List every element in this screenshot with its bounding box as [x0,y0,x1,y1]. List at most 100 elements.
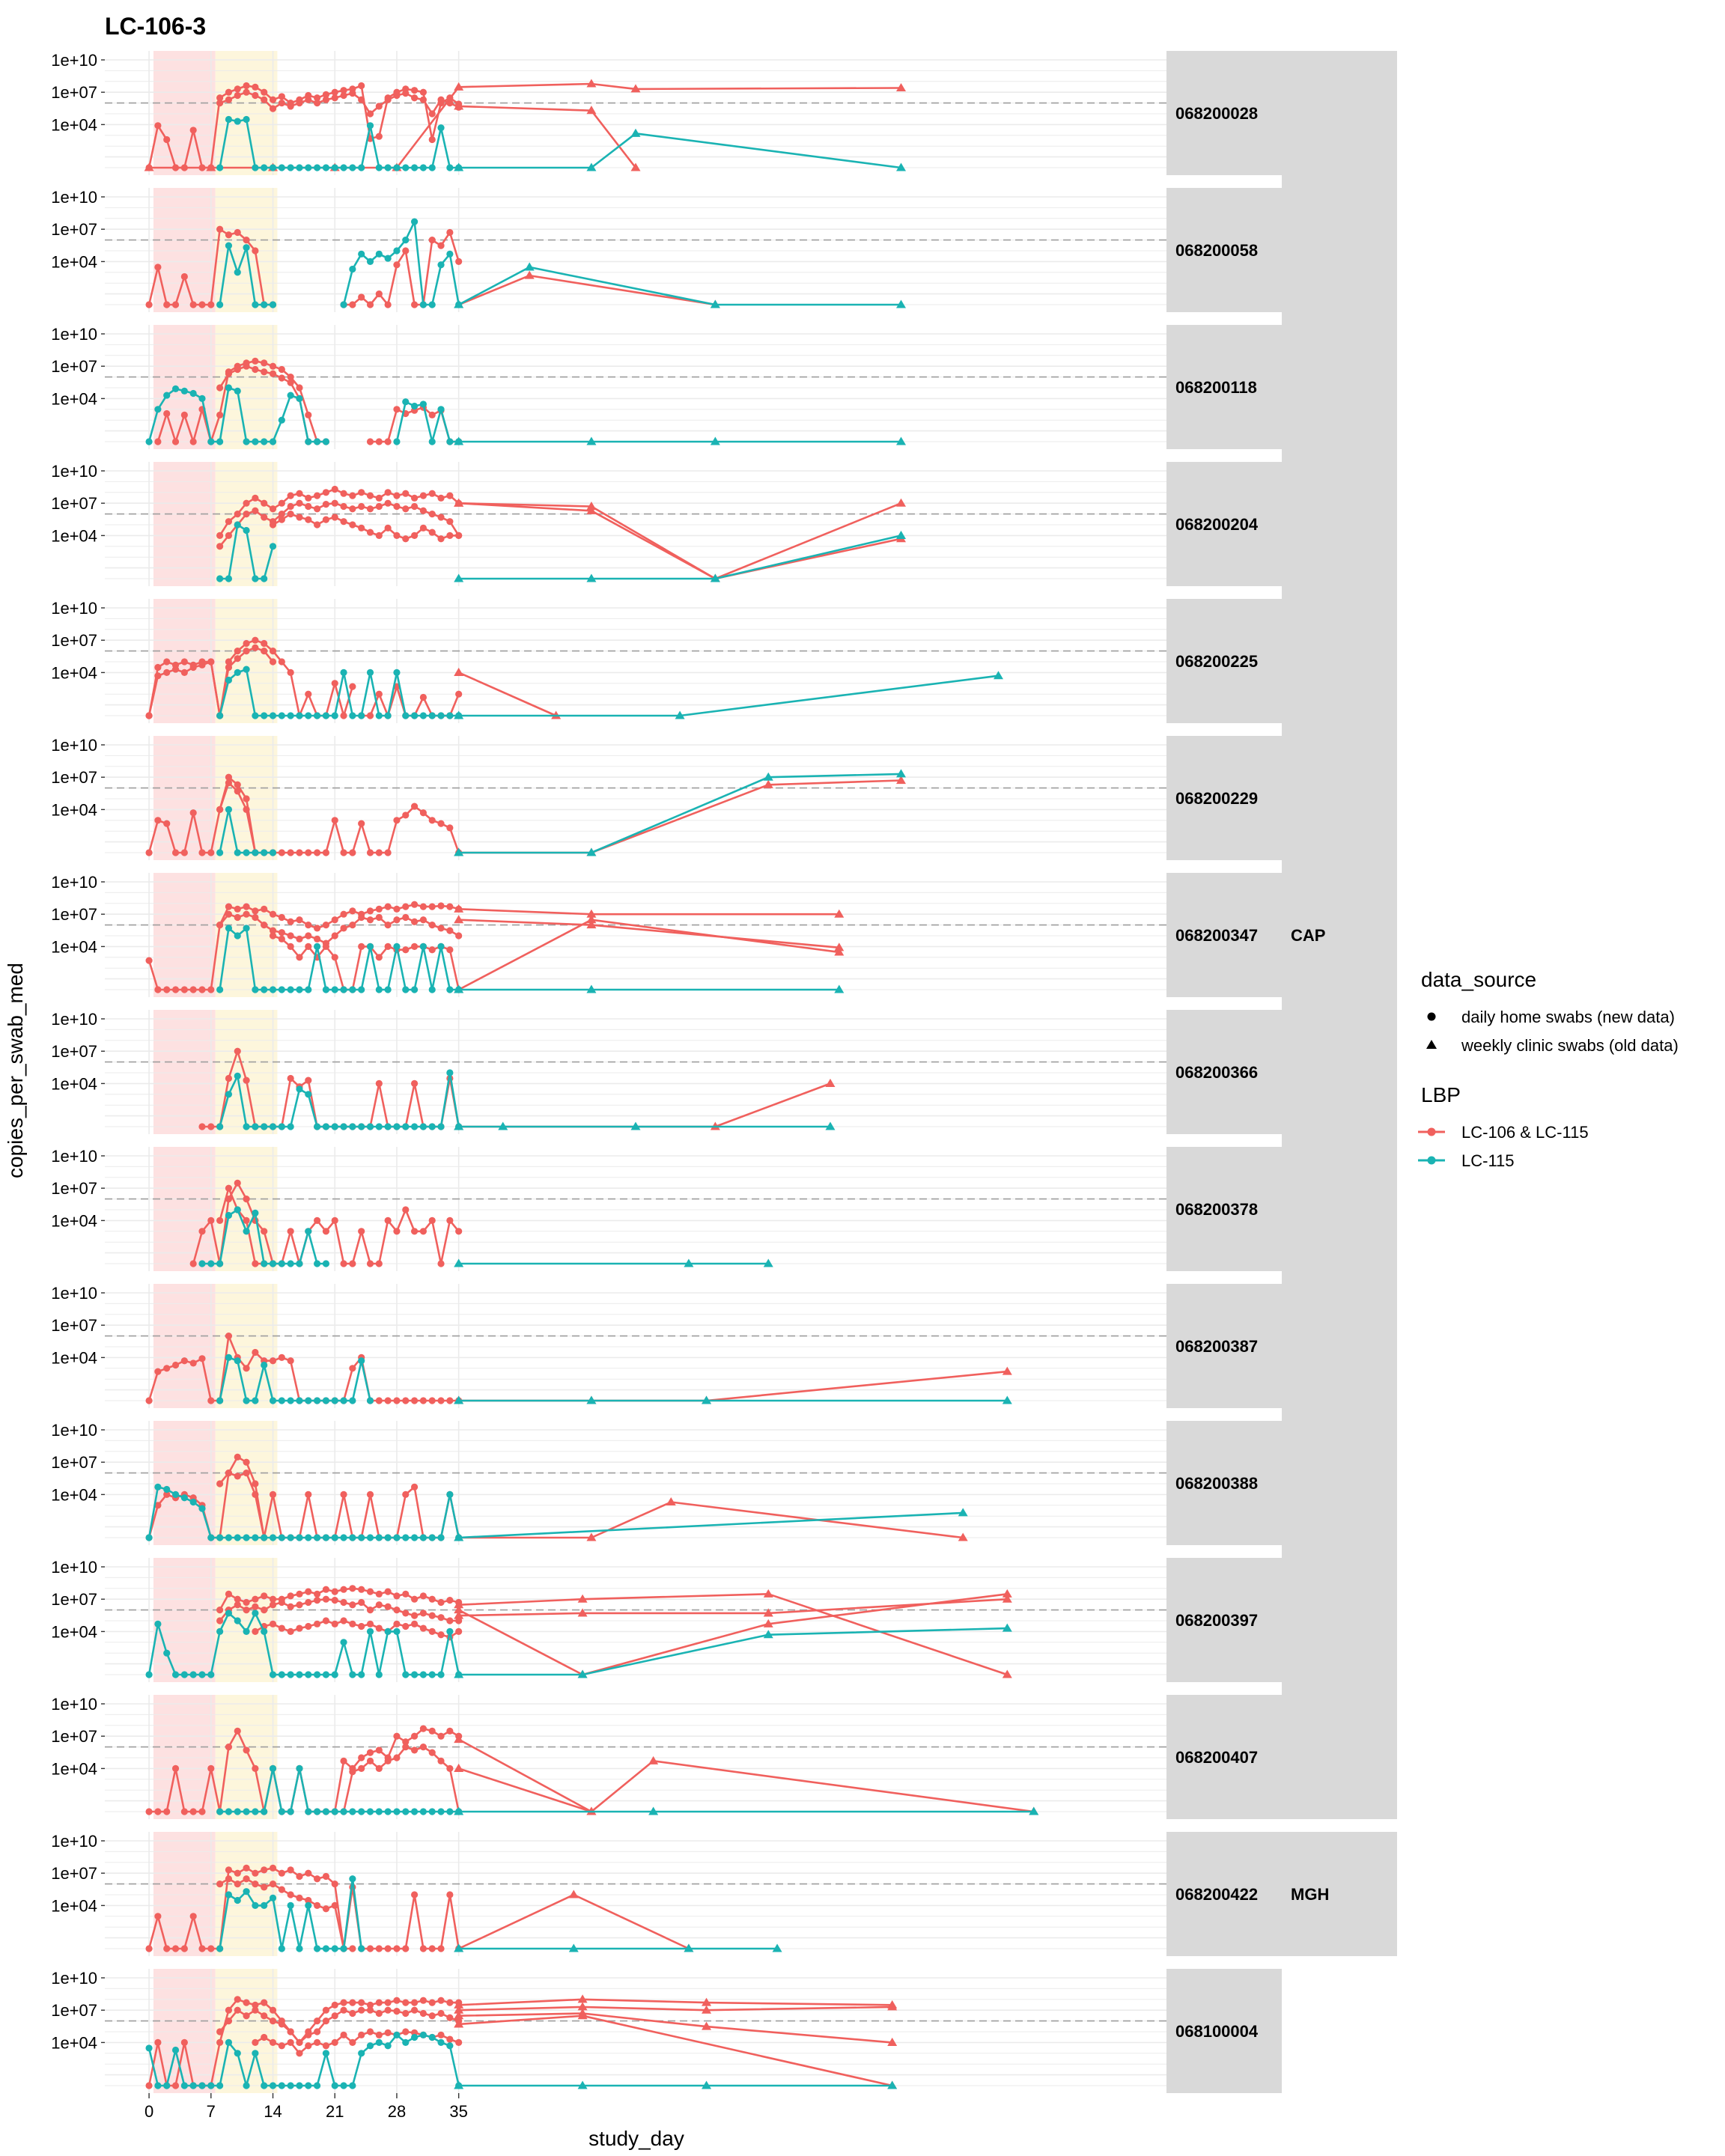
data-point [296,1624,303,1632]
data-point-triangle [1002,1395,1012,1404]
data-point [314,943,321,950]
data-point [331,2001,338,2009]
data-point [437,1123,445,1130]
data-point [225,2038,233,2046]
data-point [278,1353,285,1361]
data-point [446,903,454,910]
data-point [278,164,285,171]
series-line [458,2006,892,2012]
legend-circle-key [1427,1012,1436,1021]
data-point [322,2050,330,2057]
data-point [243,115,250,124]
data-point [225,1470,233,1477]
data-point [314,849,321,856]
data-point [314,100,321,107]
data-point [207,1123,215,1130]
data-point [198,661,206,669]
data-point [261,712,268,719]
data-point [437,2031,445,2038]
data-point [410,918,419,925]
data-point [296,849,303,856]
data-point [225,773,233,781]
data-point [446,1627,454,1635]
data-point [216,1627,224,1635]
data-point-triangle [454,299,464,308]
y-tick-label: 1e+07 [51,1179,97,1198]
data-point [252,365,259,374]
data-point [225,1091,233,1098]
data-point [234,228,241,237]
data-point [296,1764,303,1772]
data-point [252,494,259,502]
data-point-triangle [577,2002,588,2011]
series-line [219,502,460,547]
data-point [243,648,250,655]
x-tick-label: 0 [144,2102,153,2121]
data-point [375,290,383,298]
data-point [163,820,171,827]
data-point [305,1896,312,1904]
y-tick-label: 1e+07 [51,631,97,650]
data-point [261,88,268,96]
data-point [358,1622,365,1630]
data-point [314,521,321,529]
data-point [216,922,224,929]
data-point [234,118,241,125]
data-point-triangle [454,667,464,676]
data-point [366,1620,374,1627]
data-point [278,1534,285,1541]
data-point [180,2038,188,2046]
legend: data_source LBP daily home swabs (new da… [1418,968,1679,1170]
x-tick-label: 21 [326,2102,344,2121]
data-point [305,2042,312,2050]
data-point [145,438,153,445]
y-tick-label: 1e+07 [51,357,97,376]
data-point-triangle [702,1997,712,2006]
data-point [189,389,197,398]
data-point [278,1671,285,1678]
facet-strip-label: 068200225 [1175,652,1258,671]
data-point [278,1123,285,1130]
y-tick-label: 1e+10 [51,325,97,344]
series-line [219,118,459,169]
data-point [189,1260,197,1267]
data-point [252,357,259,365]
data-point [340,2006,347,2014]
y-tick-label: 1e+10 [51,1421,97,1440]
data-point [243,362,250,370]
data-point [437,514,445,521]
data-point [287,392,294,399]
y-tick-label: 1e+10 [51,1284,97,1303]
data-point [296,514,303,521]
data-point [366,1945,374,1952]
data-point-triangle [206,162,216,171]
data-point [331,932,338,940]
data-point [243,910,250,918]
series-lc115-daily [216,521,277,582]
data-point-triangle [454,2011,464,2020]
data-point [375,2031,383,2038]
data-point [340,925,347,932]
data-point [419,88,428,96]
data-point [428,2012,436,2020]
data-point [437,712,445,719]
data-point [331,1808,338,1815]
data-point [261,96,268,103]
series-line [458,1593,1008,1676]
facet-strip [1166,325,1282,449]
data-point [287,2038,294,2046]
data-point [305,1598,312,1607]
data-point [207,1945,215,1952]
data-point [437,1614,445,1621]
data-point [252,1869,259,1877]
data-point [216,575,224,582]
legend-color-point [1427,1156,1436,1165]
data-point [393,1997,401,2004]
data-point [198,395,206,403]
data-point [375,494,383,502]
data-point [384,489,392,496]
data-point [322,1586,330,1593]
x-axis-title: study_day [588,2127,684,2150]
data-point [375,1534,383,1541]
data-point [252,1808,259,1815]
